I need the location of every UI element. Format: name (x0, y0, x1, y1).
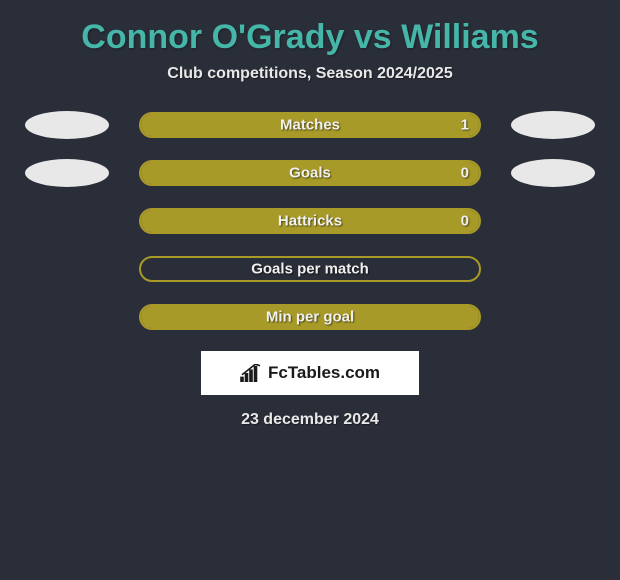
stat-row: Matches 1 (0, 111, 620, 139)
brand-badge: FcTables.com (201, 351, 419, 395)
player-left-marker (25, 111, 109, 139)
stat-rows: Matches 1 Goals 0 Hattricks 0 Goals per match M… (0, 111, 620, 331)
stat-bar: Goals 0 (139, 160, 481, 186)
stat-row: Min per goal (0, 303, 620, 331)
stat-label: Matches (280, 117, 340, 134)
brand-chart-icon (240, 364, 262, 382)
comparison-card: Connor O'Grady vs Williams Club competit… (0, 0, 620, 439)
stat-value: 1 (461, 117, 469, 134)
stat-value: 0 (461, 165, 469, 182)
stat-row: Hattricks 0 (0, 207, 620, 235)
stat-bar: Hattricks 0 (139, 208, 481, 234)
date-label: 23 december 2024 (0, 411, 620, 429)
stat-bar: Min per goal (139, 304, 481, 330)
page-title: Connor O'Grady vs Williams (0, 18, 620, 57)
page-subtitle: Club competitions, Season 2024/2025 (0, 65, 620, 83)
stat-row: Goals per match (0, 255, 620, 283)
player-left-marker (25, 159, 109, 187)
player-right-marker (511, 159, 595, 187)
stat-value: 0 (461, 213, 469, 230)
stat-row: Goals 0 (0, 159, 620, 187)
brand-text: FcTables.com (268, 363, 380, 383)
stat-label: Goals (289, 165, 331, 182)
stat-label: Goals per match (251, 261, 369, 278)
stat-bar: Matches 1 (139, 112, 481, 138)
stat-bar: Goals per match (139, 256, 481, 282)
stat-label: Min per goal (266, 309, 354, 326)
stat-label: Hattricks (278, 213, 342, 230)
player-right-marker (511, 111, 595, 139)
